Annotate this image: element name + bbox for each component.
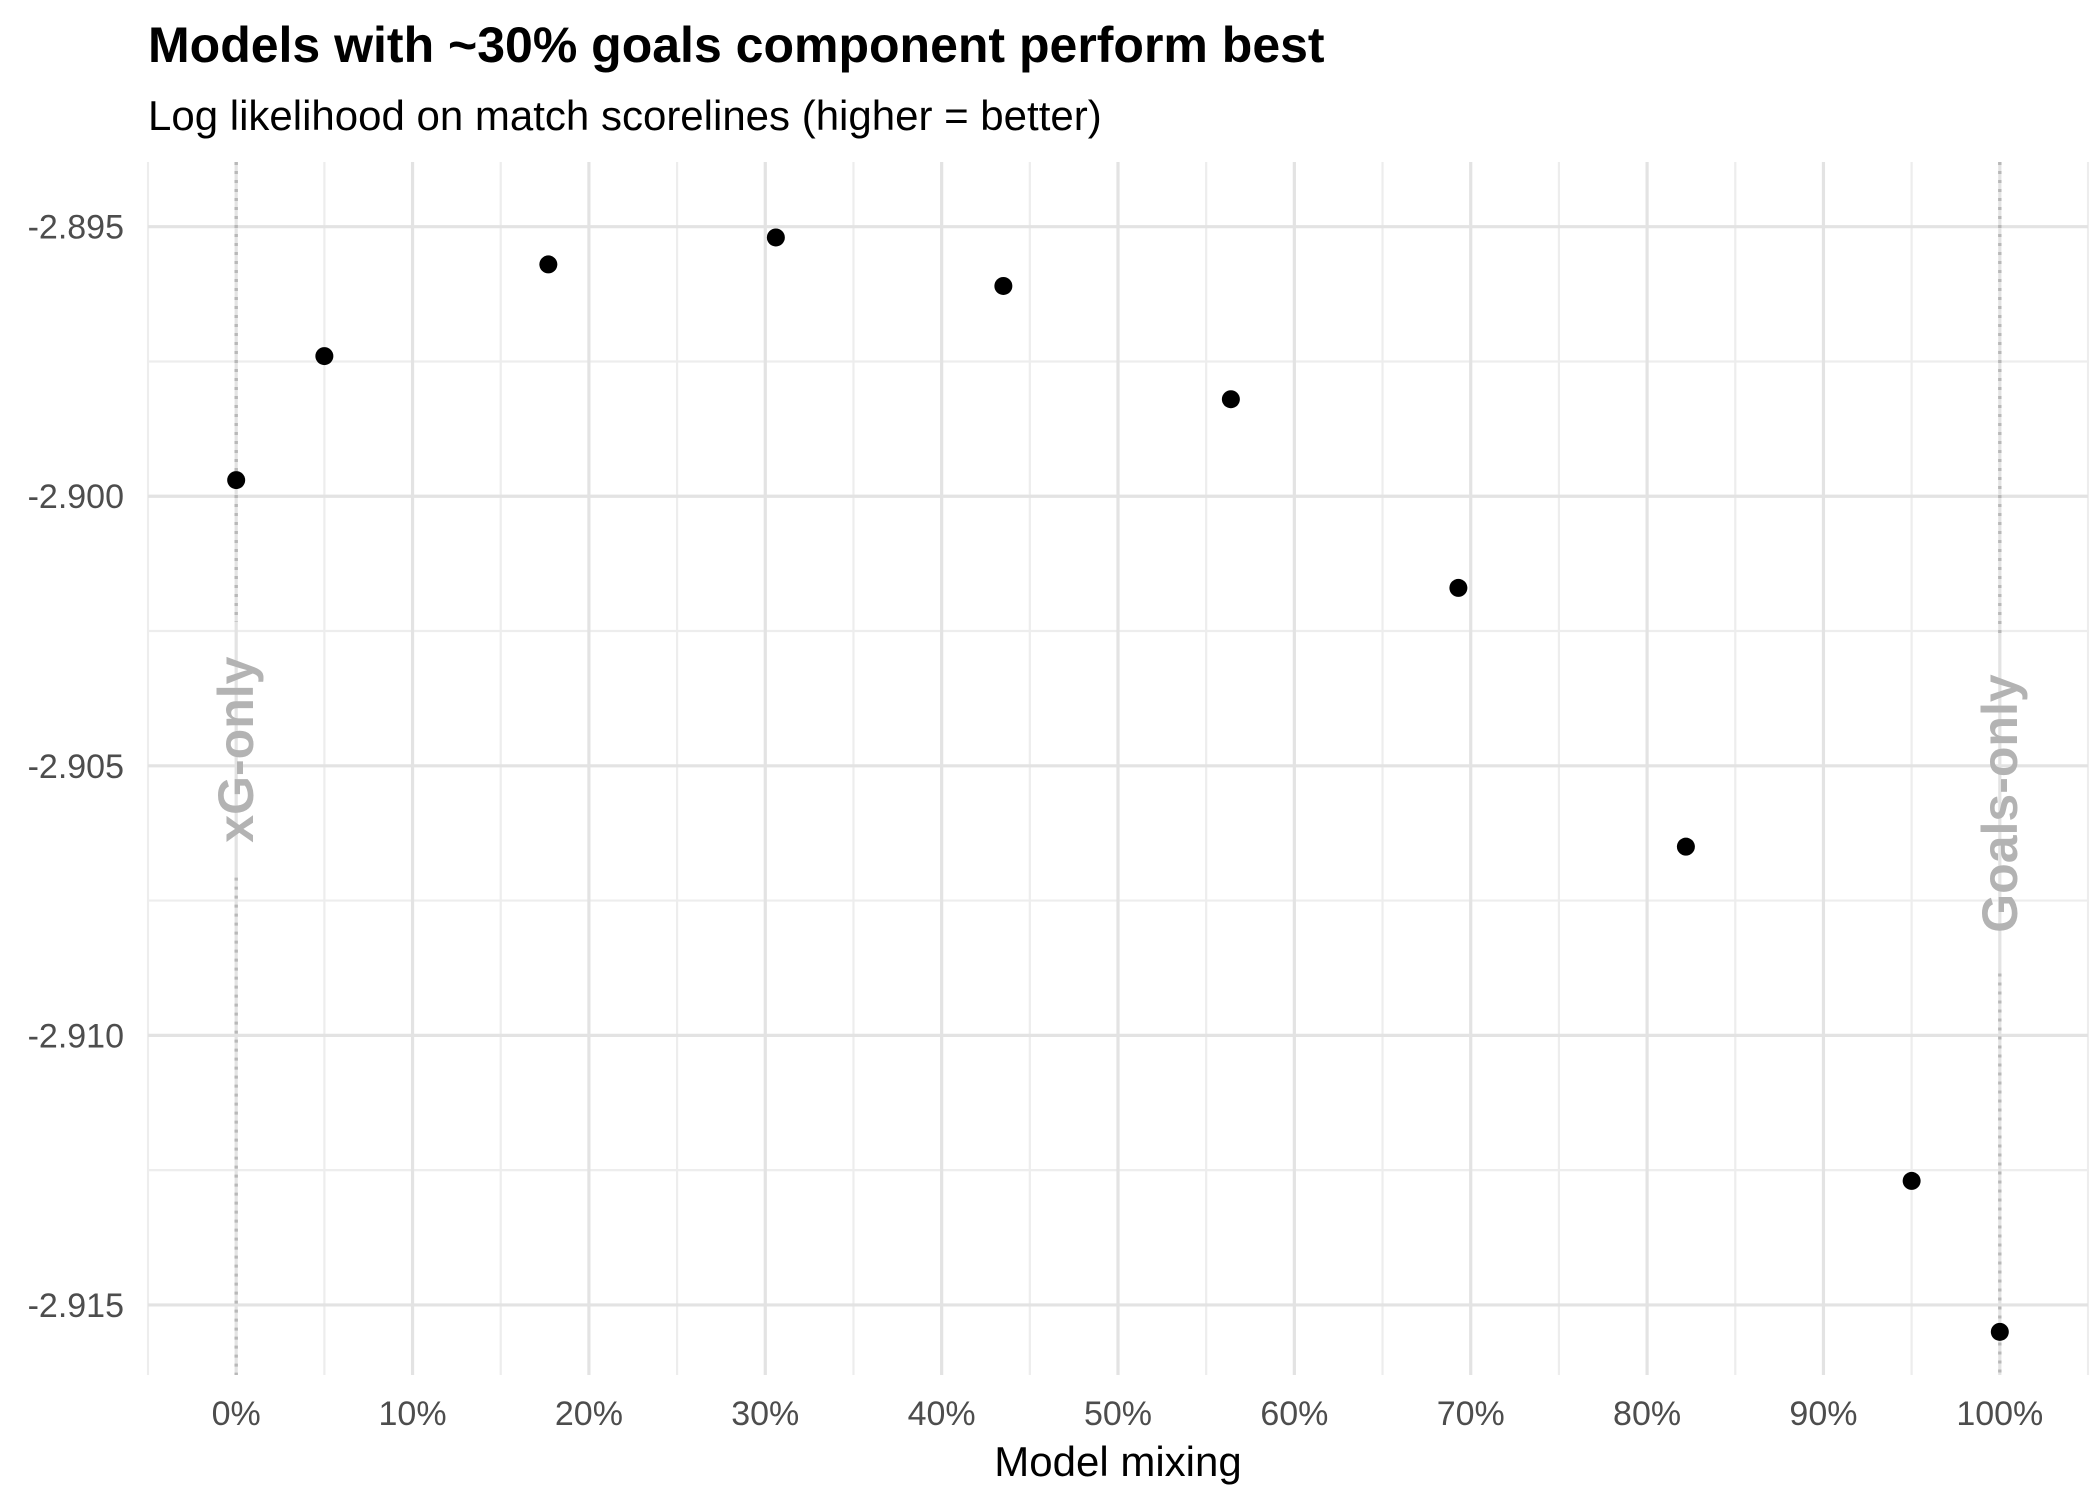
x-tick-label: 70%: [1437, 1395, 1505, 1433]
data-point: [1990, 1322, 2009, 1341]
chart-title: Models with ~30% goals component perform…: [148, 17, 1325, 73]
x-tick-label: 50%: [1084, 1395, 1152, 1433]
reference-line-label: xG-only: [208, 656, 264, 842]
chart-subtitle: Log likelihood on match scorelines (high…: [148, 92, 1102, 139]
data-point: [227, 471, 246, 490]
data-point: [1221, 390, 1240, 409]
y-tick-label: -2.915: [28, 1287, 124, 1325]
y-tick-label: -2.905: [28, 748, 124, 786]
x-axis-title: Model mixing: [994, 1438, 1241, 1485]
data-point: [1449, 578, 1468, 597]
x-tick-label: 40%: [908, 1395, 976, 1433]
data-point: [539, 255, 558, 274]
data-point: [766, 228, 785, 247]
data-point: [1676, 837, 1695, 856]
data-point: [315, 347, 334, 366]
x-tick-label: 0%: [212, 1395, 261, 1433]
y-tick-label: -2.910: [28, 1017, 124, 1055]
y-tick-label: -2.900: [28, 478, 124, 516]
x-tick-label: 10%: [379, 1395, 447, 1433]
axis-tick-labels: 0% 10% 20% 30% 40% 50% 60% 70% 80% 90% 100% -2.895 -…: [28, 209, 2044, 1433]
reference-lines: xG-only Goals-only: [208, 162, 2028, 1375]
y-tick-label: -2.895: [28, 209, 124, 247]
x-tick-label: 20%: [555, 1395, 623, 1433]
x-tick-label: 30%: [731, 1395, 799, 1433]
x-tick-label: 100%: [1956, 1395, 2043, 1433]
x-tick-label: 60%: [1260, 1395, 1328, 1433]
grid-lines: [146, 162, 2090, 1375]
x-tick-label: 90%: [1789, 1395, 1857, 1433]
data-point: [1902, 1171, 1921, 1190]
data-points: [227, 228, 2009, 1341]
data-point: [994, 276, 1013, 295]
x-tick-label: 80%: [1613, 1395, 1681, 1433]
reference-line-label: Goals-only: [1972, 674, 2028, 933]
